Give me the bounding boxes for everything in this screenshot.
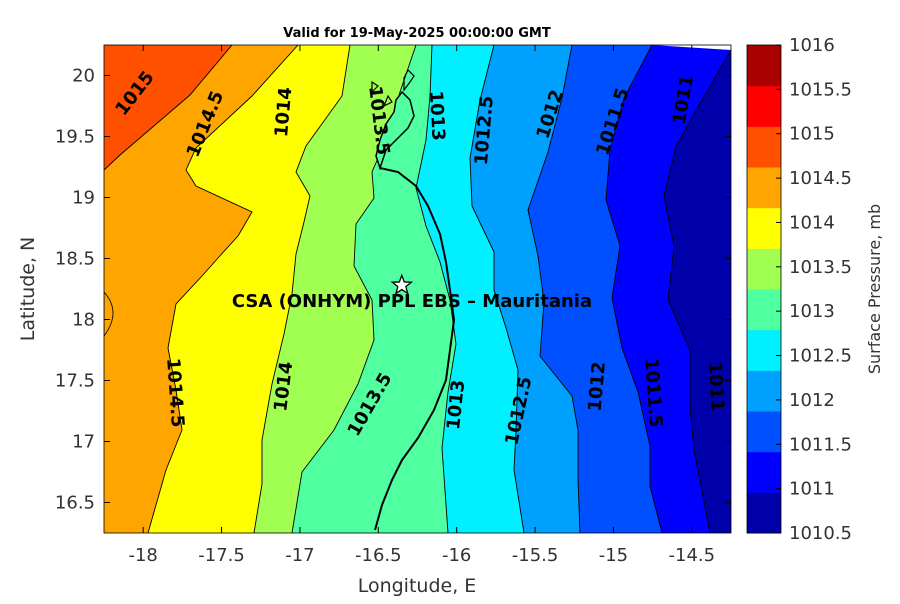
colorbar-tick-label: 1012.5 bbox=[789, 346, 852, 367]
contour-label: 1011 bbox=[704, 361, 728, 412]
contour-label: 1014.5 bbox=[162, 357, 188, 428]
pressure-bands bbox=[104, 45, 731, 533]
colorbar-tick-label: 1011 bbox=[789, 479, 835, 500]
colorbar: 1016 1015.5 1015 1014.5 1014 1013.5 1013 1012.5… bbox=[746, 35, 852, 544]
site-annotation: CSA (ONHYM) PPL EBS – Mauritania bbox=[232, 273, 592, 312]
x-tick-label: -17 bbox=[285, 545, 314, 566]
colorbar-swatch bbox=[747, 167, 781, 209]
pressure-band bbox=[292, 45, 456, 533]
colorbar-label: Surface Pressure, mb bbox=[865, 204, 884, 374]
pressure-band bbox=[104, 45, 298, 533]
colorbar-swatch bbox=[747, 492, 781, 534]
contour-label: 1013 bbox=[425, 90, 449, 141]
pressure-band bbox=[148, 45, 350, 533]
contour-line bbox=[253, 45, 351, 533]
colorbar-swatch bbox=[747, 289, 781, 331]
contour-label: 1011.5 bbox=[640, 357, 666, 428]
site-star-icon bbox=[390, 273, 414, 295]
y-tick-label: 19 bbox=[72, 188, 95, 209]
colorbar-swatch bbox=[747, 248, 781, 290]
contour-line bbox=[527, 45, 581, 533]
pressure-band bbox=[528, 45, 662, 533]
colorbar-tick-label: 1015.5 bbox=[789, 79, 852, 100]
y-tick-label: 16.5 bbox=[55, 493, 95, 514]
coastline bbox=[371, 68, 456, 531]
y-axis: 20 19.5 19 18.5 18 17.5 17 16.5 bbox=[55, 66, 731, 514]
contour-line bbox=[605, 45, 663, 533]
pressure-band bbox=[254, 45, 416, 533]
pressure-band bbox=[606, 45, 731, 533]
colorbar-tick-label: 1013 bbox=[789, 301, 835, 322]
colorbar-swatch bbox=[747, 85, 781, 127]
pressure-band bbox=[104, 45, 232, 170]
pressure-band bbox=[470, 45, 580, 533]
colorbar-tick-label: 1015 bbox=[789, 124, 835, 145]
colorbar-swatch bbox=[747, 45, 781, 87]
contour-line bbox=[104, 45, 233, 171]
contour-line bbox=[147, 45, 299, 533]
y-tick-label: 18 bbox=[72, 310, 95, 331]
colorbar-swatch bbox=[747, 329, 781, 371]
colorbar-tick-label: 1013.5 bbox=[789, 257, 852, 278]
colorbar-tick-label: 1010.5 bbox=[789, 523, 852, 544]
x-axis: -18 -17.5 -17 -16.5 -16 -15.5 -15 -14.5 bbox=[128, 45, 715, 566]
colorbar-tick-label: 1014 bbox=[789, 212, 835, 233]
colorbar-swatch bbox=[747, 370, 781, 412]
contour-lines bbox=[104, 45, 731, 533]
contour-line bbox=[415, 45, 457, 533]
contour-label: 1014 bbox=[271, 86, 296, 138]
x-axis-label: Longitude, E bbox=[358, 575, 477, 597]
y-tick-label: 17 bbox=[72, 432, 95, 453]
pressure-band bbox=[664, 45, 731, 533]
colorbar-tick-label: 1012 bbox=[789, 390, 835, 411]
site-label: CSA (ONHYM) PPL EBS – Mauritania bbox=[232, 291, 592, 312]
colorbar-swatch bbox=[747, 207, 781, 249]
plot-area: 1015 1014.5 1014 1013.5 1013 1012.5 1012 1011.5… bbox=[104, 45, 731, 533]
colorbar-tick-label: 1011.5 bbox=[789, 434, 852, 455]
y-axis-label: Latitude, N bbox=[17, 237, 39, 342]
x-tick-label: -18 bbox=[128, 545, 157, 566]
colorbar-tick-label: 1016 bbox=[789, 35, 835, 56]
colorbar-swatch bbox=[747, 126, 781, 168]
y-tick-label: 19.5 bbox=[55, 127, 95, 148]
x-tick-label: -17.5 bbox=[198, 545, 245, 566]
colorbar-tick-label: 1014.5 bbox=[789, 168, 852, 189]
y-tick-label: 20 bbox=[72, 66, 95, 87]
contour-label: 1012 bbox=[585, 361, 610, 413]
x-tick-label: -16 bbox=[442, 545, 471, 566]
colorbar-swatch bbox=[747, 411, 781, 453]
x-tick-label: -14.5 bbox=[669, 545, 716, 566]
chart-title: Valid for 19-May-2025 00:00:00 GMT bbox=[283, 26, 551, 41]
contour-line bbox=[663, 49, 731, 533]
pressure-band bbox=[416, 45, 524, 533]
x-tick-label: -16.5 bbox=[355, 545, 402, 566]
contour-label: 1013 bbox=[443, 379, 469, 431]
y-tick-label: 18.5 bbox=[55, 249, 95, 270]
x-tick-label: -15 bbox=[599, 545, 628, 566]
colorbar-swatch bbox=[747, 451, 781, 493]
y-tick-label: 17.5 bbox=[55, 371, 95, 392]
plot-frame bbox=[103, 44, 732, 534]
contour-line bbox=[469, 45, 525, 533]
colorbar-frame bbox=[746, 44, 782, 534]
x-tick-label: -15.5 bbox=[512, 545, 559, 566]
